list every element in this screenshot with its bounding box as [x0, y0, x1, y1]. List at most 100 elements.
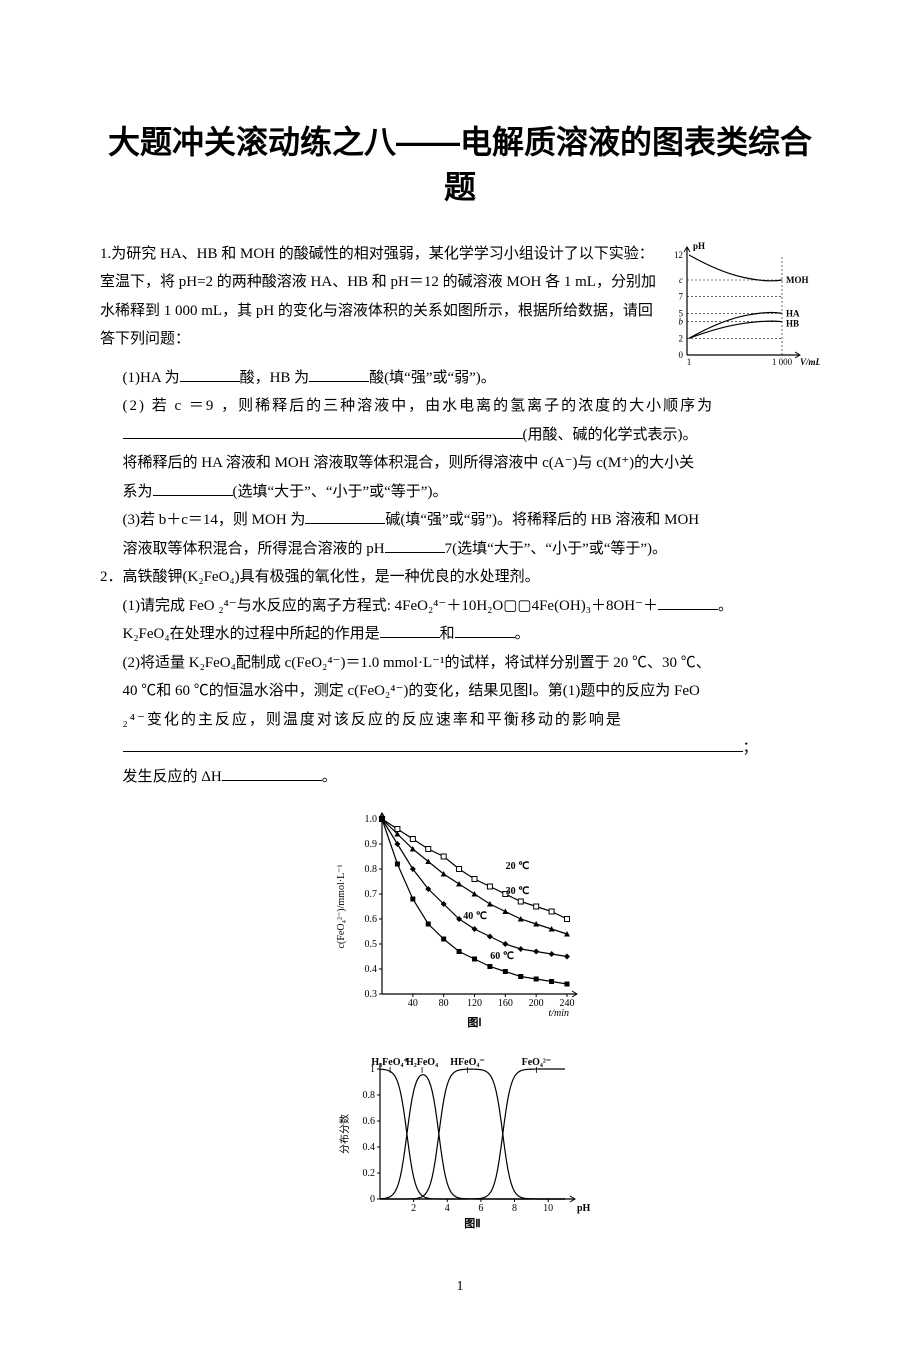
q1-part3: (3)若 b＋c＝14，则 MOH 为 碱(填“强”或“弱”)。将稀释后的 HB … [100, 506, 820, 563]
q2p2-d: ； [743, 740, 758, 756]
svg-text:5: 5 [679, 308, 684, 318]
svg-text:40: 40 [408, 998, 418, 1009]
q1p2-a: (2) 若 c ＝9 ，则稀释后的三种溶液中，由水电离的氢离子的浓度的大小顺序为 [123, 398, 715, 414]
svg-text:10: 10 [543, 1203, 553, 1214]
svg-text:200: 200 [529, 998, 544, 1009]
q1p2-c: 将稀释后的 HA 溶液和 MOH 溶液取等体积混合，则所得溶液中 c(A⁻)与 … [123, 455, 695, 471]
q2-part2: (2)将适量 K₂FeO₄配制成 c(FeO₂⁴⁻)＝1.0 mmol·L⁻¹的… [100, 649, 820, 792]
q2-number: 2． [100, 569, 123, 585]
svg-text:FeO₄²⁻: FeO₄²⁻ [522, 1057, 552, 1068]
svg-text:0.6: 0.6 [363, 1116, 376, 1127]
q1-part2: (2) 若 c ＝9 ，则稀释后的三种溶液中，由水电离的氢离子的浓度的大小顺序为… [100, 392, 820, 506]
q2p1-a: (1)请完成 FeO ₂⁴⁻与水反应的离子方程式: 4FeO₂⁴⁻＋10H₂O▢… [123, 598, 659, 614]
q1p3-b: 碱(填“强”或“弱”)。将稀释后的 HB 溶液和 MOH [385, 512, 699, 528]
q2p1-e: 。 [515, 626, 530, 642]
q1p1-b: 酸，HB 为 [240, 370, 310, 386]
q2p1-c: K₂FeO₄在处理水的过程中所起的作用是 [123, 626, 380, 642]
blank [222, 765, 322, 781]
q2p2-b: 40 ℃和 60 ℃的恒温水浴中，测定 c(FeO₂⁴⁻)的变化，结果见图Ⅰ。第… [123, 683, 700, 699]
svg-text:4: 4 [445, 1203, 450, 1214]
svg-text:0.4: 0.4 [365, 964, 378, 975]
svg-text:20 ℃: 20 ℃ [506, 861, 530, 872]
svg-text:1 000: 1 000 [772, 357, 793, 367]
svg-text:0.6: 0.6 [365, 914, 378, 925]
q1p2-d: 系为 [123, 484, 153, 500]
svg-text:7: 7 [679, 291, 684, 301]
q1p3-d: 7(选填“大于”、“小于”或“等于”)。 [445, 541, 667, 557]
svg-text:c: c [679, 275, 683, 285]
svg-text:80: 80 [439, 998, 449, 1009]
q1-intro-text: 为研究 HA、HB 和 MOH 的酸碱性的相对强弱，某化学学习小组设计了以下实验… [100, 246, 656, 348]
q2p2-f: 。 [322, 769, 337, 785]
svg-text:8: 8 [512, 1203, 517, 1214]
q2p2-c: ₂⁴⁻变化的主反应，则温度对该反应的反应速率和平衡移动的影响是 [123, 712, 623, 728]
svg-text:1: 1 [687, 357, 692, 367]
svg-text:t/min: t/min [548, 1008, 569, 1019]
q2p1-d: 和 [440, 626, 455, 642]
svg-text:图Ⅱ: 图Ⅱ [464, 1217, 480, 1230]
svg-text:0: 0 [370, 1194, 375, 1205]
blank [309, 366, 369, 382]
blank [658, 594, 718, 610]
svg-text:0.5: 0.5 [365, 939, 378, 950]
svg-text:c(FeO₄²⁻)/mmol·L⁻¹: c(FeO₄²⁻)/mmol·L⁻¹ [336, 865, 347, 949]
q2-part1: (1)请完成 FeO ₂⁴⁻与水反应的离子方程式: 4FeO₂⁴⁻＋10H₂O▢… [100, 592, 820, 649]
blank [180, 366, 240, 382]
distribution-chart: 00.20.40.60.81246810pH分布分数H₃FeO₄⁺H₂FeO₄H… [330, 1039, 590, 1234]
kinetics-chart: 0.30.40.50.60.70.80.91.04080120160200240… [330, 799, 590, 1034]
charts-block: 0.30.40.50.60.70.80.91.04080120160200240… [100, 799, 820, 1239]
blank [385, 537, 445, 553]
page: 大题冲关滚动练之八——电解质溶液的图表类综合题 pH02b57c1211 000… [0, 0, 920, 1355]
svg-text:pH: pH [577, 1203, 590, 1214]
document-title: 大题冲关滚动练之八——电解质溶液的图表类综合题 [100, 120, 820, 210]
svg-text:V/mL: V/mL [800, 357, 820, 367]
q2p2-a: (2)将适量 K₂FeO₄配制成 c(FeO₂⁴⁻)＝1.0 mmol·L⁻¹的… [123, 655, 711, 671]
q1p3-a: (3)若 b＋c＝14，则 MOH 为 [123, 512, 306, 528]
svg-text:60 ℃: 60 ℃ [490, 951, 514, 962]
svg-text:0.8: 0.8 [365, 864, 378, 875]
question-2: 2．高铁酸钾(K₂FeO₄)具有极强的氧化性，是一种优良的水处理剂。 (1)请完… [100, 563, 820, 791]
blank [123, 423, 523, 439]
svg-text:图Ⅰ: 图Ⅰ [467, 1016, 481, 1029]
q2-intro: 2．高铁酸钾(K₂FeO₄)具有极强的氧化性，是一种优良的水处理剂。 [100, 563, 820, 592]
svg-text:30 ℃: 30 ℃ [506, 886, 530, 897]
q1p1-a: (1)HA 为 [123, 370, 180, 386]
q2-intro-text: 高铁酸钾(K₂FeO₄)具有极强的氧化性，是一种优良的水处理剂。 [123, 569, 540, 585]
svg-text:0.3: 0.3 [365, 989, 378, 1000]
blank [455, 622, 515, 638]
svg-text:2: 2 [411, 1203, 416, 1214]
q2p2-e: 发生反应的 ΔH [123, 769, 222, 785]
svg-text:0.8: 0.8 [363, 1090, 376, 1101]
svg-text:0.7: 0.7 [365, 889, 378, 900]
svg-text:H₃FeO₄⁺: H₃FeO₄⁺ [371, 1057, 408, 1068]
svg-text:分布分数: 分布分数 [338, 1114, 351, 1154]
ph-chart: pH02b57c1211 000V/mLMOHHAHB [665, 240, 820, 381]
blank [153, 480, 233, 496]
svg-text:120: 120 [467, 998, 482, 1009]
q1-number: 1. [100, 246, 111, 262]
page-number: 1 [100, 1279, 820, 1295]
blank [305, 508, 385, 524]
q2p1-b: 。 [718, 598, 733, 614]
q1p2-e: (选填“大于”、“小于”或“等于”)。 [233, 484, 448, 500]
q1p3-c: 溶液取等体积混合，所得混合溶液的 pH [123, 541, 385, 557]
q1p1-c: 酸(填“强”或“弱”)。 [369, 370, 496, 386]
svg-text:H₂FeO₄: H₂FeO₄ [406, 1057, 438, 1068]
blank [123, 736, 743, 752]
svg-text:0.4: 0.4 [363, 1142, 376, 1153]
svg-text:2: 2 [679, 333, 684, 343]
svg-text:12: 12 [674, 250, 683, 260]
svg-text:1.0: 1.0 [365, 814, 378, 825]
svg-text:6: 6 [478, 1203, 483, 1214]
svg-text:0.2: 0.2 [363, 1168, 376, 1179]
blank [380, 622, 440, 638]
svg-text:HA: HA [786, 308, 800, 318]
svg-text:0: 0 [679, 350, 684, 360]
svg-text:160: 160 [498, 998, 513, 1009]
svg-text:HB: HB [786, 318, 799, 328]
question-1: pH02b57c1211 000V/mLMOHHAHB 1.为研究 HA、HB … [100, 240, 820, 564]
svg-text:HFeO₄⁻: HFeO₄⁻ [450, 1057, 484, 1068]
svg-text:pH: pH [693, 241, 705, 251]
svg-text:0.9: 0.9 [365, 839, 378, 850]
svg-text:MOH: MOH [786, 275, 809, 285]
